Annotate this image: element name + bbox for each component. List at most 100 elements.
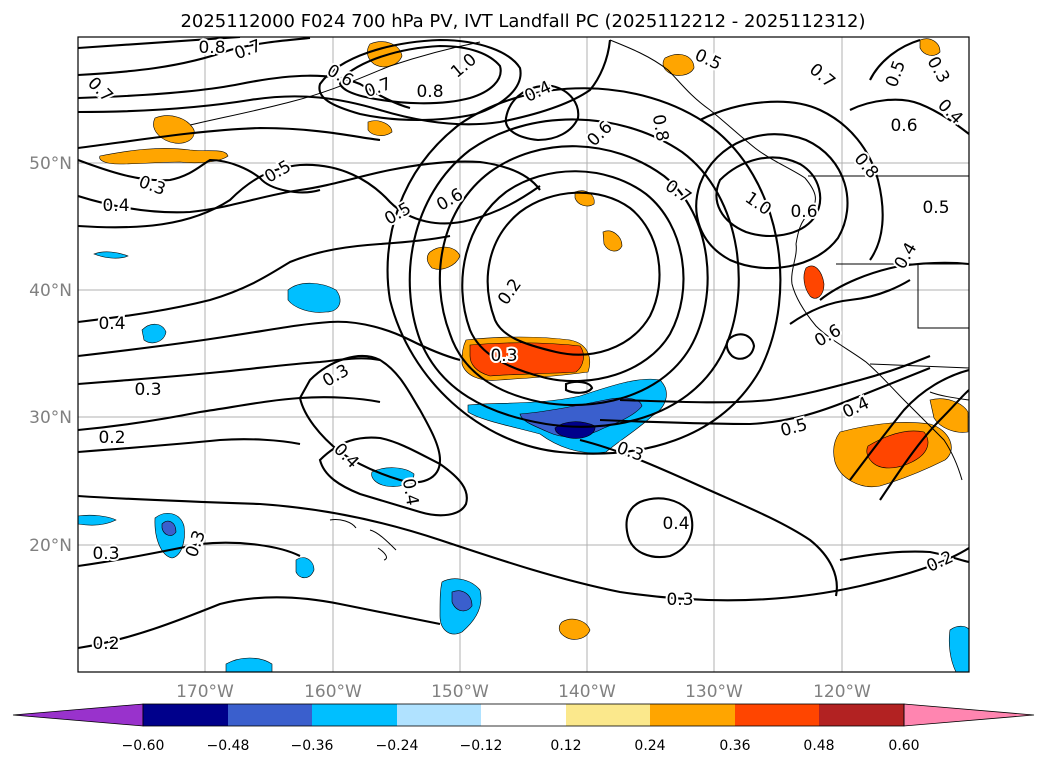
contour-label: 0.3: [490, 346, 517, 366]
pv-contour-0.6-north: [78, 74, 411, 110]
contour-label: 0.3: [134, 380, 161, 400]
pv-contour-0.2-south-far: [78, 596, 441, 650]
lat-label-30n: 30°N: [29, 408, 72, 428]
pv-contour-0.5-ne: [869, 38, 921, 81]
pv-contour-0.4-north-loop: [504, 84, 580, 142]
pv-contour-0.5-ridge: [408, 118, 740, 428]
contour-label: 0.4: [102, 196, 129, 216]
state-border-3: [869, 363, 969, 369]
hawaii: [329, 519, 397, 561]
positive-anomaly-coast: [803, 265, 825, 299]
pv-contour-0.6-ne: [849, 98, 969, 135]
colorbar-tick-label: −0.12: [460, 738, 503, 754]
lon-label-170w: 170°W: [176, 682, 234, 702]
colorbar-segment: [819, 704, 904, 726]
pv-contour-0.4-loop: [318, 436, 468, 517]
contour-label: 0.6: [790, 202, 817, 222]
alaska-coast: [609, 39, 816, 245]
colorbar-segment: [735, 704, 819, 726]
lon-label-160w: 160°W: [304, 682, 362, 702]
colorbar-tick-label: −0.48: [207, 738, 250, 754]
pv-contour-1.0-north: [338, 44, 502, 105]
negative-anomaly-w4-core: [451, 590, 473, 612]
colorbar-segment: [650, 704, 735, 726]
pv-contour-0.3-sw: [78, 541, 301, 568]
pv-contour-1.0-gulf: [715, 156, 822, 237]
pv-contour-0.2-southeast: [839, 550, 969, 564]
pv-contour-0.3-eastloop: [579, 438, 838, 597]
map-layers: 0.8 0.7 0.7 0.6 0.7 0.8 1.0 0.4 0.5 0.6 …: [78, 37, 969, 672]
pv-contour-0.5-north: [78, 39, 612, 126]
negative-anomaly-w1: [287, 282, 341, 313]
mexico-border: [929, 391, 969, 401]
pv-contours: [78, 37, 969, 650]
pv-contour-0.2-ridge: [486, 191, 661, 356]
positive-anomaly-small7: [367, 120, 393, 136]
colorbar-segment: [143, 704, 228, 726]
pv-contour-0.3-nw: [78, 158, 321, 194]
negative-anomaly-w9: [295, 557, 315, 579]
pv-contour-0.4-nw: [78, 126, 381, 150]
pv-contour-0.4-west: [78, 160, 541, 214]
pv-contour-0.4-east: [819, 261, 969, 301]
lat-label-40n: 40°N: [29, 281, 72, 301]
contour-label: 0.8: [416, 82, 443, 102]
pv-contour-0.4-mid: [78, 234, 451, 324]
pv-contour-closed-1: [725, 333, 756, 360]
pv-contour-0.3-loop: [298, 355, 442, 484]
pv-contour-0.4-east-2: [619, 355, 931, 404]
colorbar-segment: [312, 704, 397, 726]
positive-anomaly-gulf: [662, 54, 695, 76]
pv-contour-0.8-north-loop: [318, 38, 522, 122]
negative-anomaly-w6: [225, 657, 273, 672]
pv-contour-0.8-gulf: [695, 133, 849, 270]
lon-axis-labels: 170°W 160°W 150°W 140°W 130°W 120°W: [176, 682, 871, 702]
lon-label-140w: 140°W: [558, 682, 616, 702]
aleutian-coast: [189, 41, 481, 126]
negative-anomaly-w2: [141, 323, 167, 344]
lon-label-130w: 130°W: [685, 682, 743, 702]
pv-contour-0.3-mid: [78, 320, 461, 362]
pv-contour-0.4-eastloop: [625, 497, 694, 558]
colorbar-tick-label: 0.36: [719, 738, 750, 754]
contour-label: 0.4: [662, 514, 689, 534]
pv-contour-0.2-south: [78, 396, 381, 432]
ivt-shading: [78, 38, 969, 672]
pv-contour-east-edge-2: [849, 368, 969, 481]
colorbar-outline: [142, 703, 905, 727]
positive-anomaly-central-core: [469, 342, 584, 377]
positive-anomaly-small4: [574, 190, 595, 207]
lon-label-120w: 120°W: [813, 682, 871, 702]
pv-contour-0.2-southwest: [78, 438, 301, 454]
colorbar-segment: [481, 704, 566, 726]
colorbar-extend-left: [12, 703, 144, 727]
pv-contour-0.3-south-east: [78, 494, 969, 602]
contour-label: 0.3: [92, 544, 119, 564]
na-west-coast: [791, 243, 963, 481]
positive-anomaly-small2: [558, 618, 591, 640]
colorbar-tick-label: 0.48: [803, 738, 834, 754]
lon-label-150w: 150°W: [431, 682, 489, 702]
pv-contour-0.6-east: [789, 279, 911, 325]
pv-contour-0.7-ridge: [699, 100, 884, 261]
coastlines: [189, 39, 969, 561]
colorbar-extend-right: [903, 703, 1035, 727]
state-border-2: [917, 264, 969, 329]
contour-label: 0.2: [98, 428, 125, 448]
map-frame: [77, 36, 970, 673]
map-title: 2025112000 F024 700 hPa PV, IVT Landfall…: [180, 11, 865, 32]
colorbar-segment: [397, 704, 481, 726]
pv-contour-0.7-north: [78, 37, 311, 77]
pv-contour-0.3-ridge: [461, 170, 685, 383]
negative-anomaly-w7: [78, 514, 117, 526]
pv-contour-0.5-west: [78, 163, 541, 229]
colorbar-segment: [566, 704, 650, 726]
colorbar-tick-label: −0.60: [122, 738, 165, 754]
colorbar-tick-label: 0.24: [634, 738, 665, 754]
contour-label: 0.6: [890, 116, 917, 136]
colorbar-tick-label: −0.24: [376, 738, 419, 754]
negative-anomaly-w8: [948, 625, 969, 672]
colorbar-ticks: −0.60 −0.48 −0.36 −0.24 −0.12 0.12 0.24 …: [122, 738, 920, 754]
positive-anomaly-small6: [919, 38, 941, 56]
pv-contour-east-edge: [879, 389, 969, 501]
